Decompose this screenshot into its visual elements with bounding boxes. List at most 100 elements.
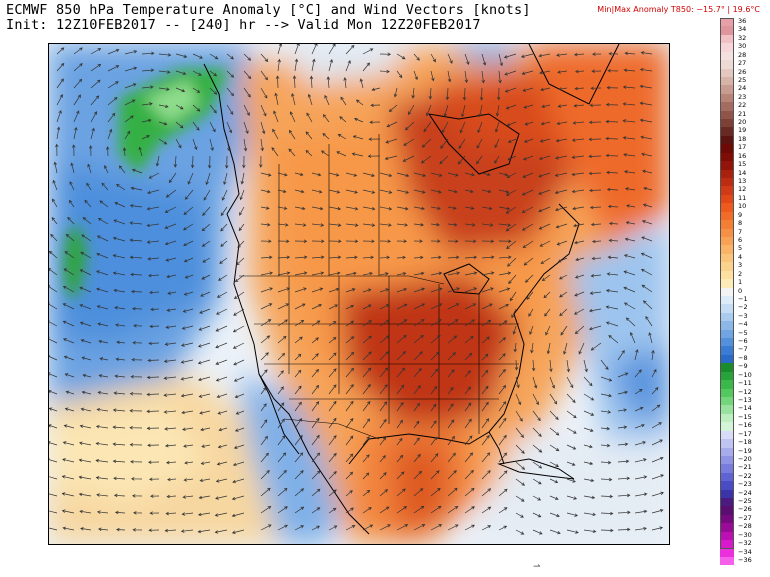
wind-vector-arrow bbox=[64, 373, 75, 378]
wind-vector-arrow bbox=[464, 319, 476, 327]
wind-vector-arrow bbox=[214, 529, 228, 534]
wind-vector-arrow bbox=[233, 376, 245, 382]
legend-swatch bbox=[720, 388, 734, 397]
legend-swatch bbox=[720, 51, 734, 61]
wind-vector-arrow bbox=[78, 492, 92, 497]
wind-vector-arrow bbox=[588, 137, 602, 142]
wind-vector-arrow bbox=[149, 324, 160, 329]
wind-vector-arrow bbox=[464, 206, 475, 210]
wind-vector-arrow bbox=[505, 104, 517, 110]
legend-tick-label: −26 bbox=[738, 505, 752, 514]
wind-vector-arrow bbox=[182, 427, 194, 431]
wind-vector-arrow bbox=[645, 315, 653, 327]
coastlines bbox=[203, 44, 620, 535]
wind-vector-arrow bbox=[190, 155, 195, 169]
wind-vector-arrow bbox=[588, 154, 602, 159]
wind-vector-arrow bbox=[201, 223, 211, 232]
wind-vector-arrow bbox=[648, 332, 653, 344]
wind-vector-arrow bbox=[182, 223, 194, 231]
wind-vector-arrow bbox=[63, 268, 75, 276]
wind-vector-arrow bbox=[289, 129, 296, 140]
wind-vector-arrow bbox=[149, 290, 160, 295]
wind-vector-arrow bbox=[413, 223, 425, 227]
wind-vector-arrow bbox=[164, 223, 177, 229]
wind-vector-arrow bbox=[430, 487, 441, 497]
wind-vector-arrow bbox=[413, 488, 424, 497]
wind-vector-arrow bbox=[49, 510, 58, 514]
wind-vector-arrow bbox=[532, 410, 541, 422]
wind-vector-arrow bbox=[447, 223, 458, 227]
wind-vector-arrow bbox=[131, 168, 143, 174]
wind-vector-arrow bbox=[118, 165, 126, 174]
legend-level: 22 bbox=[720, 101, 746, 111]
wind-vector-arrow bbox=[328, 189, 341, 194]
legend-swatch bbox=[720, 68, 734, 77]
wind-vector-arrow bbox=[413, 437, 420, 446]
wind-vector-arrow bbox=[175, 138, 182, 149]
wind-vector-arrow bbox=[163, 393, 177, 397]
wind-vector-arrow bbox=[481, 189, 492, 194]
wind-vector-arrow bbox=[306, 112, 313, 123]
wind-vector-arrow bbox=[260, 335, 271, 344]
wind-vector-arrow bbox=[413, 351, 423, 361]
legend-level: 1 bbox=[720, 278, 742, 288]
wind-vector-arrow bbox=[393, 87, 398, 98]
wind-vector-arrow bbox=[464, 524, 475, 531]
wind-vector-arrow bbox=[396, 303, 408, 310]
wind-vector-arrow bbox=[328, 434, 337, 446]
wind-vector-arrow bbox=[114, 306, 126, 310]
legend-level: 2 bbox=[720, 270, 742, 280]
wind-vector-arrow bbox=[566, 529, 579, 534]
wind-vector-arrow bbox=[362, 206, 376, 211]
wind-vector-arrow bbox=[181, 325, 194, 330]
wind-vector-arrow bbox=[498, 525, 508, 531]
wind-vector-arrow bbox=[197, 359, 211, 365]
wind-vector-arrow bbox=[294, 303, 306, 310]
wind-vector-arrow bbox=[608, 52, 619, 56]
wind-vector-arrow bbox=[642, 169, 653, 174]
wind-vector-arrow bbox=[175, 87, 186, 93]
wind-vector-arrow bbox=[532, 461, 543, 469]
wind-vector-arrow bbox=[522, 87, 534, 92]
wind-vector-arrow bbox=[55, 143, 59, 157]
wind-vector-arrow bbox=[532, 376, 538, 389]
wind-vector-arrow bbox=[79, 321, 92, 327]
wind-vector-arrow bbox=[600, 359, 609, 370]
wind-vector-arrow bbox=[362, 172, 375, 177]
wind-vector-arrow bbox=[464, 435, 473, 446]
wind-vector-arrow bbox=[95, 476, 109, 480]
legend-level: 7 bbox=[720, 228, 742, 237]
wind-vector-arrow bbox=[554, 189, 568, 195]
wind-vector-arrow bbox=[340, 96, 347, 106]
wind-vector-arrow bbox=[260, 255, 273, 260]
wind-vector-arrow bbox=[175, 70, 187, 76]
wind-vector-arrow bbox=[413, 524, 426, 531]
wind-vector-arrow bbox=[236, 257, 245, 266]
political-borders bbox=[239, 134, 519, 440]
wind-vector-arrow bbox=[651, 456, 664, 463]
wind-vector-arrow bbox=[49, 424, 58, 429]
legend-tick-label: −1 bbox=[738, 294, 748, 303]
wind-vector-arrow bbox=[274, 92, 279, 106]
legend-tick-label: −34 bbox=[738, 547, 752, 556]
wind-vector-arrow bbox=[540, 87, 551, 92]
wind-vector-arrow bbox=[277, 386, 284, 395]
wind-vector-arrow bbox=[311, 337, 319, 344]
legend-level: 12 bbox=[720, 185, 746, 195]
wind-vector-arrow bbox=[328, 287, 340, 293]
wind-vector-arrow bbox=[124, 83, 137, 89]
wind-vector-arrow bbox=[430, 271, 443, 276]
legend-level: 21 bbox=[720, 110, 746, 120]
legend-level: −24 bbox=[720, 489, 752, 499]
wind-vector-arrow bbox=[158, 53, 172, 57]
wind-vector-arrow bbox=[217, 274, 228, 281]
wind-vector-arrow bbox=[396, 419, 403, 429]
legend-tick-label: 24 bbox=[738, 84, 747, 93]
wind-vector-arrow bbox=[216, 308, 228, 315]
wind-vector-arrow bbox=[183, 444, 194, 448]
legend-swatch bbox=[720, 85, 734, 94]
wind-vector-arrow bbox=[141, 85, 154, 89]
wind-vector-arrow bbox=[62, 285, 75, 293]
legend-tick-label: 10 bbox=[738, 202, 747, 211]
wind-vector-arrow bbox=[294, 239, 308, 244]
